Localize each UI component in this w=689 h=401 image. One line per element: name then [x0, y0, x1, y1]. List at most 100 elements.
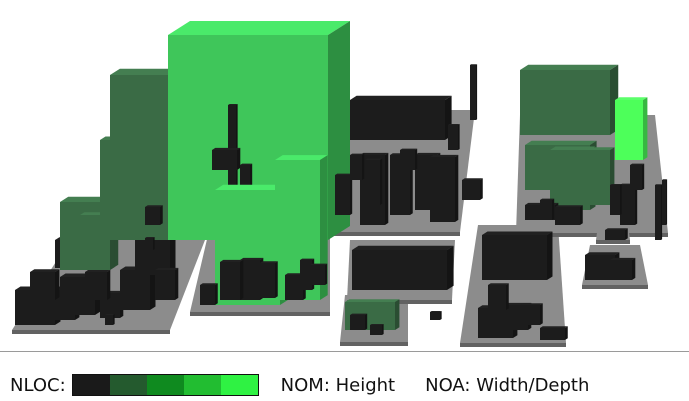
building-41-front: [448, 125, 458, 150]
building-66-side: [666, 179, 668, 225]
building-30-top: [310, 263, 328, 265]
building-38-side: [362, 153, 365, 180]
building-46-top: [350, 313, 368, 315]
building-10-top: [155, 267, 179, 270]
building-47-side: [382, 323, 384, 335]
legend-divider: [0, 351, 689, 352]
building-36-front: [430, 157, 455, 222]
building-58-top: [585, 147, 615, 150]
class-buildings: [15, 21, 668, 340]
building-54-front: [430, 312, 440, 320]
building-29-top: [300, 258, 315, 260]
building-59-front: [615, 100, 643, 160]
nloc-ramp-swatch-5: [220, 375, 258, 395]
building-21-side: [237, 147, 241, 170]
building-17-side: [160, 205, 163, 225]
code-city-scene: [12, 21, 668, 347]
building-48-front: [482, 235, 547, 280]
building-8-front: [85, 272, 107, 300]
building-16-top: [145, 236, 155, 238]
district-platform-edge-8: [516, 233, 668, 237]
building-28-front: [285, 275, 303, 300]
building-42-side: [476, 64, 478, 120]
district-platform-edge-1: [12, 330, 170, 334]
building-22-top: [240, 163, 253, 165]
nloc-label: NLOC:: [10, 374, 66, 396]
building-31-top: [220, 259, 244, 262]
building-15-front: [105, 315, 113, 325]
building-31-front: [220, 262, 240, 300]
building-25-top: [200, 283, 218, 285]
building-57-top: [550, 146, 596, 150]
building-37-top: [335, 173, 353, 175]
nom-height-label: NOM: Height: [280, 374, 396, 396]
building-26-top: [240, 257, 264, 260]
building-66-top: [662, 179, 668, 180]
district-platform-edge-5: [330, 232, 460, 236]
building-65-front: [655, 185, 661, 240]
building-57-front: [550, 150, 590, 210]
building-21-front: [212, 150, 237, 170]
building-6-side: [150, 266, 156, 310]
building-70-front: [540, 200, 552, 220]
building-3-top: [30, 269, 60, 272]
building-33-top: [360, 152, 389, 155]
district-platform-edge-7: [582, 285, 648, 289]
building-23-top: [215, 184, 289, 190]
building-10-front: [155, 270, 175, 300]
building-27-front: [260, 263, 275, 298]
building-55-top: [520, 64, 619, 70]
building-3-front: [30, 272, 55, 300]
building-32-front: [350, 100, 445, 140]
building-64-top: [610, 183, 622, 185]
building-59-side: [643, 97, 648, 160]
building-62-front: [620, 185, 635, 225]
building-25-side: [215, 283, 218, 305]
building-6-front: [120, 270, 150, 310]
building-38-top: [350, 153, 365, 155]
building-36-top: [430, 154, 459, 157]
building-32-top: [350, 95, 452, 100]
building-53-front: [488, 285, 506, 310]
building-39-top: [365, 158, 383, 160]
building-64-side: [620, 183, 622, 215]
building-61-side: [580, 205, 583, 225]
building-53-top: [488, 283, 509, 285]
building-61-front: [555, 207, 580, 225]
building-67-top: [605, 228, 628, 230]
building-40-top: [400, 148, 418, 150]
building-17-top: [145, 205, 163, 207]
building-36-side: [455, 154, 459, 222]
building-61-top: [555, 205, 583, 207]
building-68-front: [585, 255, 615, 280]
building-25-front: [200, 285, 215, 305]
building-31-side: [240, 259, 244, 300]
building-69-front: [610, 260, 632, 280]
building-41-top: [448, 123, 460, 125]
building-27-side: [275, 261, 278, 298]
building-14-top: [110, 68, 180, 75]
building-58-front: [585, 150, 610, 205]
building-54-side: [440, 310, 442, 320]
building-63-front: [630, 165, 642, 190]
building-46-front: [350, 315, 365, 330]
building-29-front: [300, 260, 312, 290]
building-51-front: [520, 305, 540, 325]
building-48-side: [547, 231, 553, 280]
building-44-side: [447, 245, 454, 290]
building-51-top: [520, 303, 543, 305]
building-24-top: [275, 155, 328, 160]
building-16-side: [153, 236, 155, 250]
district-platform-edge-3: [340, 342, 408, 346]
building-67-front: [605, 230, 625, 240]
building-20-top: [228, 103, 238, 105]
building-26-front: [240, 260, 260, 300]
building-46-side: [365, 313, 368, 330]
building-10-side: [175, 267, 179, 300]
building-45-top: [345, 299, 400, 302]
building-37-front: [335, 175, 350, 215]
building-70-top: [540, 198, 555, 200]
building-53-side: [506, 283, 509, 310]
building-68-top: [585, 252, 620, 255]
noa-width-depth-label: NOA: Width/Depth: [425, 374, 590, 396]
